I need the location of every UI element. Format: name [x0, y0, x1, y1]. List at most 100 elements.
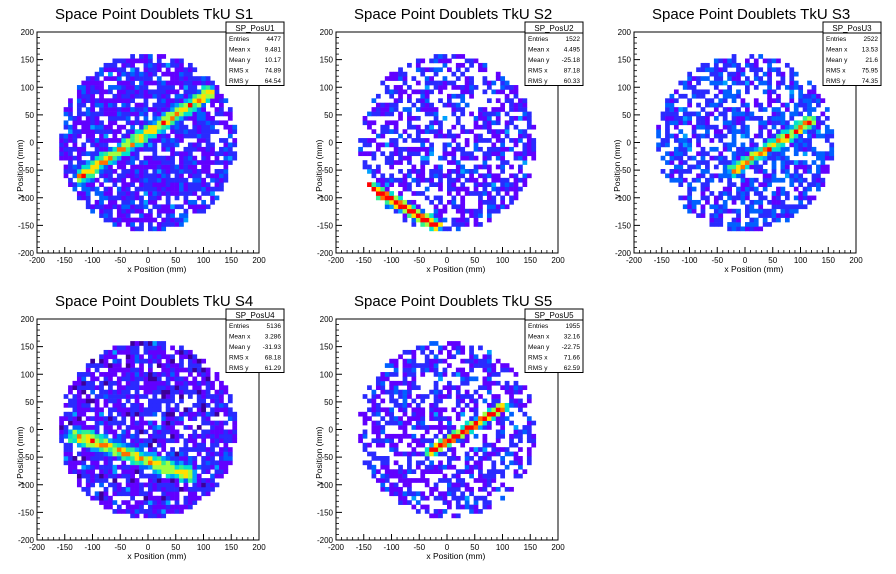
heatmap-cell: [802, 191, 808, 196]
y-tick-label: -150: [317, 221, 334, 230]
heatmap-cell: [174, 500, 180, 505]
heatmap-cell: [424, 367, 430, 373]
heatmap-cell: [776, 213, 781, 218]
heatmap-cell: [76, 102, 82, 108]
heatmap-cell: [665, 98, 670, 104]
heatmap-cell: [156, 486, 162, 492]
heatmap-cell: [85, 120, 91, 126]
heatmap-cell: [736, 186, 741, 192]
heatmap-cell: [513, 155, 519, 161]
heatmap-cell: [509, 138, 514, 143]
heatmap-cell: [700, 182, 706, 187]
heatmap-cell: [442, 478, 448, 483]
heatmap-cell: [210, 160, 215, 165]
heatmap-cell: [807, 129, 812, 134]
heatmap-cell: [407, 420, 412, 426]
heatmap-cell: [811, 133, 817, 139]
heatmap-cell: [740, 151, 746, 157]
heatmap-cell: [749, 199, 755, 205]
heatmap-cell: [201, 120, 207, 126]
heatmap-cell: [90, 182, 96, 187]
heatmap-cell: [94, 385, 100, 391]
heatmap-cell: [491, 486, 497, 492]
heatmap-cell: [156, 376, 162, 382]
heatmap-cell: [201, 138, 207, 143]
heatmap-cell: [108, 151, 113, 157]
heatmap-cell: [380, 389, 386, 395]
heatmap-cell: [745, 102, 750, 108]
heatmap-cell: [121, 447, 127, 452]
heatmap-cell: [380, 442, 386, 448]
heatmap-cell: [407, 120, 412, 126]
heatmap-cell: [780, 102, 786, 108]
heatmap-cell: [398, 98, 403, 104]
heatmap-cell: [767, 133, 772, 139]
heatmap-cell: [678, 169, 684, 174]
heatmap-cell: [85, 456, 91, 461]
heatmap-cell: [219, 160, 224, 165]
heatmap-cell: [455, 438, 461, 444]
heatmap-cell: [420, 102, 426, 108]
heatmap-cell: [90, 380, 96, 386]
heatmap-cell: [174, 204, 180, 210]
heatmap-cell: [134, 482, 140, 488]
heatmap-cell: [130, 345, 135, 351]
heatmap-cell: [700, 115, 706, 121]
heatmap-cell: [464, 456, 470, 461]
heatmap-cell: [793, 142, 799, 148]
heatmap-cell: [816, 169, 821, 174]
heatmap-cell: [63, 133, 69, 139]
heatmap-cell: [219, 398, 224, 404]
heatmap-cell: [820, 182, 826, 187]
heatmap-cell: [227, 155, 233, 161]
heatmap-cell: [411, 504, 417, 510]
heatmap-cell: [696, 120, 701, 126]
heatmap-cell: [669, 151, 675, 157]
heatmap-cell: [455, 349, 461, 355]
heatmap-cell: [116, 411, 122, 417]
heatmap-cell: [152, 217, 158, 223]
heatmap-cell: [509, 420, 514, 426]
heatmap-cell: [509, 115, 514, 121]
heatmap-cell: [85, 447, 91, 452]
heatmap-cell: [143, 177, 149, 183]
heatmap-cell: [85, 380, 91, 386]
heatmap-cell: [183, 191, 189, 196]
heatmap-cell: [59, 155, 64, 161]
heatmap-cell: [424, 111, 430, 117]
heatmap-cell: [762, 107, 768, 112]
heatmap-cell: [90, 363, 96, 368]
heatmap-cell: [81, 195, 87, 201]
heatmap-cell: [68, 115, 73, 121]
heatmap-cell: [161, 491, 167, 497]
heatmap-cell: [433, 85, 439, 90]
heatmap-cell: [165, 107, 171, 112]
heatmap-cell: [384, 124, 390, 130]
heatmap-cell: [179, 469, 184, 474]
heatmap-cell: [504, 380, 510, 386]
heatmap-cell: [526, 146, 532, 152]
heatmap-cell: [740, 133, 746, 139]
heatmap-cell: [736, 89, 741, 95]
heatmap-cell: [179, 380, 184, 386]
heatmap-cell: [375, 394, 381, 399]
heatmap-cell: [196, 473, 202, 479]
heatmap-cell: [148, 129, 153, 134]
heatmap-cell: [491, 208, 497, 214]
heatmap-cell: [820, 155, 826, 161]
heatmap-cell: [460, 469, 466, 474]
heatmap-cell: [165, 389, 171, 395]
heatmap-cell: [139, 195, 144, 201]
heatmap-cell: [455, 186, 461, 192]
heatmap-cell: [179, 433, 184, 439]
heatmap-cell: [196, 447, 202, 452]
heatmap-cell: [500, 411, 506, 417]
x-tick-label: 50: [470, 543, 479, 552]
heatmap-cell: [143, 491, 149, 497]
heatmap-cell: [482, 411, 488, 417]
heatmap-cell: [139, 213, 144, 218]
heatmap-cell: [722, 208, 728, 214]
heatmap-cell: [433, 464, 439, 470]
heatmap-cell: [219, 473, 224, 479]
